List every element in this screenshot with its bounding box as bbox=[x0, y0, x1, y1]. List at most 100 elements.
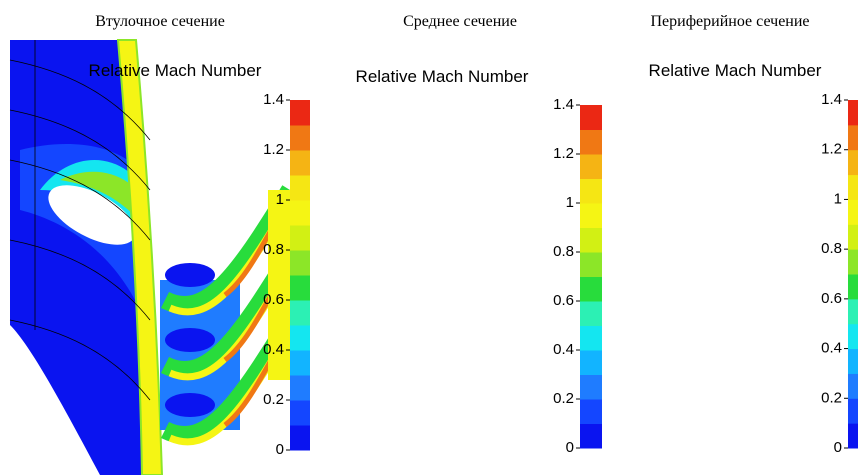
colorbar-band bbox=[290, 125, 310, 151]
colorbar-band bbox=[580, 326, 602, 351]
colorbar-band bbox=[290, 375, 310, 401]
blade-hole bbox=[760, 393, 810, 417]
region bbox=[655, 172, 742, 230]
colorbar-band bbox=[290, 150, 310, 176]
colorbar-tick-label: 1 bbox=[834, 190, 842, 207]
passage bbox=[465, 320, 590, 435]
colorbar-band bbox=[290, 300, 310, 326]
colorbar-tick-label: 0 bbox=[276, 441, 284, 458]
colorbar-tick-label: 1.4 bbox=[821, 91, 842, 108]
region bbox=[320, 144, 448, 330]
panel-title: Втулочное сечение bbox=[95, 13, 225, 30]
colorbar-tick-label: 0.6 bbox=[263, 291, 284, 308]
colorbar-band bbox=[580, 301, 602, 326]
contour bbox=[310, 240, 450, 320]
colorbar-tick-label: 1.4 bbox=[263, 91, 284, 108]
passage bbox=[760, 190, 858, 305]
contour bbox=[310, 110, 450, 190]
blade bbox=[418, 40, 462, 475]
colorbar-tick-label: 1.2 bbox=[263, 141, 284, 158]
legend-title: Relative Mach Number bbox=[356, 67, 529, 86]
colorbar-band bbox=[580, 179, 602, 204]
blade-hole bbox=[465, 263, 515, 287]
colorbar-band bbox=[290, 425, 310, 451]
colorbar-band bbox=[848, 274, 858, 299]
colorbar-band bbox=[848, 224, 858, 249]
contour bbox=[605, 320, 745, 400]
blade-hole bbox=[165, 328, 215, 352]
colorbar-tick-label: 0 bbox=[566, 439, 574, 456]
colorbar-tick-label: 1.2 bbox=[821, 141, 842, 158]
colorbar-band bbox=[848, 423, 858, 448]
colorbar-band bbox=[580, 228, 602, 253]
legend-title: Relative Mach Number bbox=[89, 61, 262, 80]
region bbox=[635, 160, 743, 260]
colorbar-band bbox=[290, 275, 310, 301]
blade bbox=[713, 40, 757, 475]
colorbar-tick-label: 1 bbox=[276, 191, 284, 208]
colorbar-band bbox=[848, 249, 858, 274]
colorbar-tick-label: 1 bbox=[566, 194, 574, 211]
colorbar-band bbox=[848, 150, 858, 175]
colorbar-band bbox=[580, 154, 602, 179]
colorbar-band bbox=[848, 175, 858, 200]
blade-hole bbox=[634, 173, 739, 257]
passage bbox=[760, 320, 858, 435]
colorbar-band bbox=[848, 299, 858, 324]
region bbox=[615, 144, 743, 330]
passage bbox=[765, 330, 858, 442]
colorbar-tick-label: 0.2 bbox=[263, 391, 284, 408]
flow-field bbox=[310, 40, 590, 475]
colorbar-band bbox=[290, 325, 310, 351]
colorbar-band bbox=[580, 130, 602, 155]
colorbar-band bbox=[580, 424, 602, 449]
passage bbox=[765, 265, 858, 377]
blade-hole bbox=[465, 393, 515, 417]
blade-hole bbox=[339, 173, 444, 257]
colorbar-tick-label: 0.4 bbox=[553, 341, 574, 358]
passage bbox=[470, 265, 590, 377]
contour bbox=[310, 160, 450, 240]
contour bbox=[605, 240, 745, 320]
colorbar-band bbox=[290, 200, 310, 226]
colorbar-tick-label: 0.8 bbox=[263, 241, 284, 258]
colorbar-band bbox=[848, 398, 858, 423]
blade-hole bbox=[760, 328, 810, 352]
colorbar-band bbox=[580, 105, 602, 130]
colorbar-band bbox=[848, 100, 858, 125]
blade-hole bbox=[165, 263, 215, 287]
figure: Втулочное сечение Relative Mach Number 0 0.… bbox=[0, 0, 858, 475]
colorbar-band bbox=[848, 324, 858, 349]
colorbar-tick-label: 0.4 bbox=[263, 341, 284, 358]
colorbar-tick-label: 0.2 bbox=[553, 390, 574, 407]
legend-title: Relative Mach Number bbox=[649, 61, 822, 80]
region bbox=[460, 280, 540, 430]
panel-title: Периферийное сечение bbox=[650, 13, 809, 30]
blade-hole bbox=[165, 393, 215, 417]
colorbar-tick-label: 0.8 bbox=[553, 243, 574, 260]
colorbar-band bbox=[290, 350, 310, 376]
flow-field bbox=[10, 40, 290, 475]
colorbar-band bbox=[580, 203, 602, 228]
region bbox=[310, 40, 450, 475]
region bbox=[605, 40, 745, 475]
contour bbox=[605, 110, 745, 190]
contour bbox=[310, 320, 450, 400]
region bbox=[360, 172, 447, 230]
colorbar-band bbox=[848, 199, 858, 224]
colorbar-tick-label: 1.2 bbox=[553, 145, 574, 162]
colorbar-tick-label: 0.6 bbox=[553, 292, 574, 309]
colorbar-band bbox=[290, 225, 310, 251]
colorbar-band bbox=[580, 350, 602, 375]
colorbar-band bbox=[848, 373, 858, 398]
colorbar-tick-label: 0.4 bbox=[821, 340, 842, 357]
colorbar-band bbox=[290, 250, 310, 276]
colorbar-band bbox=[290, 400, 310, 426]
colorbar-band bbox=[848, 125, 858, 150]
colorbar-tick-label: 0 bbox=[834, 439, 842, 456]
region bbox=[340, 160, 448, 260]
colorbar-tick-label: 0.2 bbox=[821, 389, 842, 406]
colorbar-band bbox=[290, 175, 310, 201]
passage bbox=[765, 200, 858, 312]
colorbar-tick-label: 0.8 bbox=[821, 240, 842, 257]
